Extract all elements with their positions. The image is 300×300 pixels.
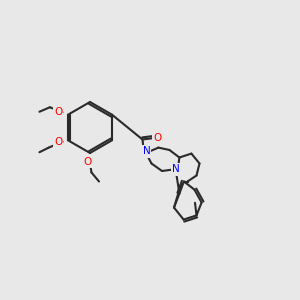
Text: O: O bbox=[54, 107, 62, 117]
Text: O: O bbox=[54, 137, 62, 147]
Text: N: N bbox=[172, 164, 179, 175]
Text: O: O bbox=[83, 157, 91, 167]
Text: N: N bbox=[142, 146, 150, 157]
Text: O: O bbox=[153, 133, 162, 143]
